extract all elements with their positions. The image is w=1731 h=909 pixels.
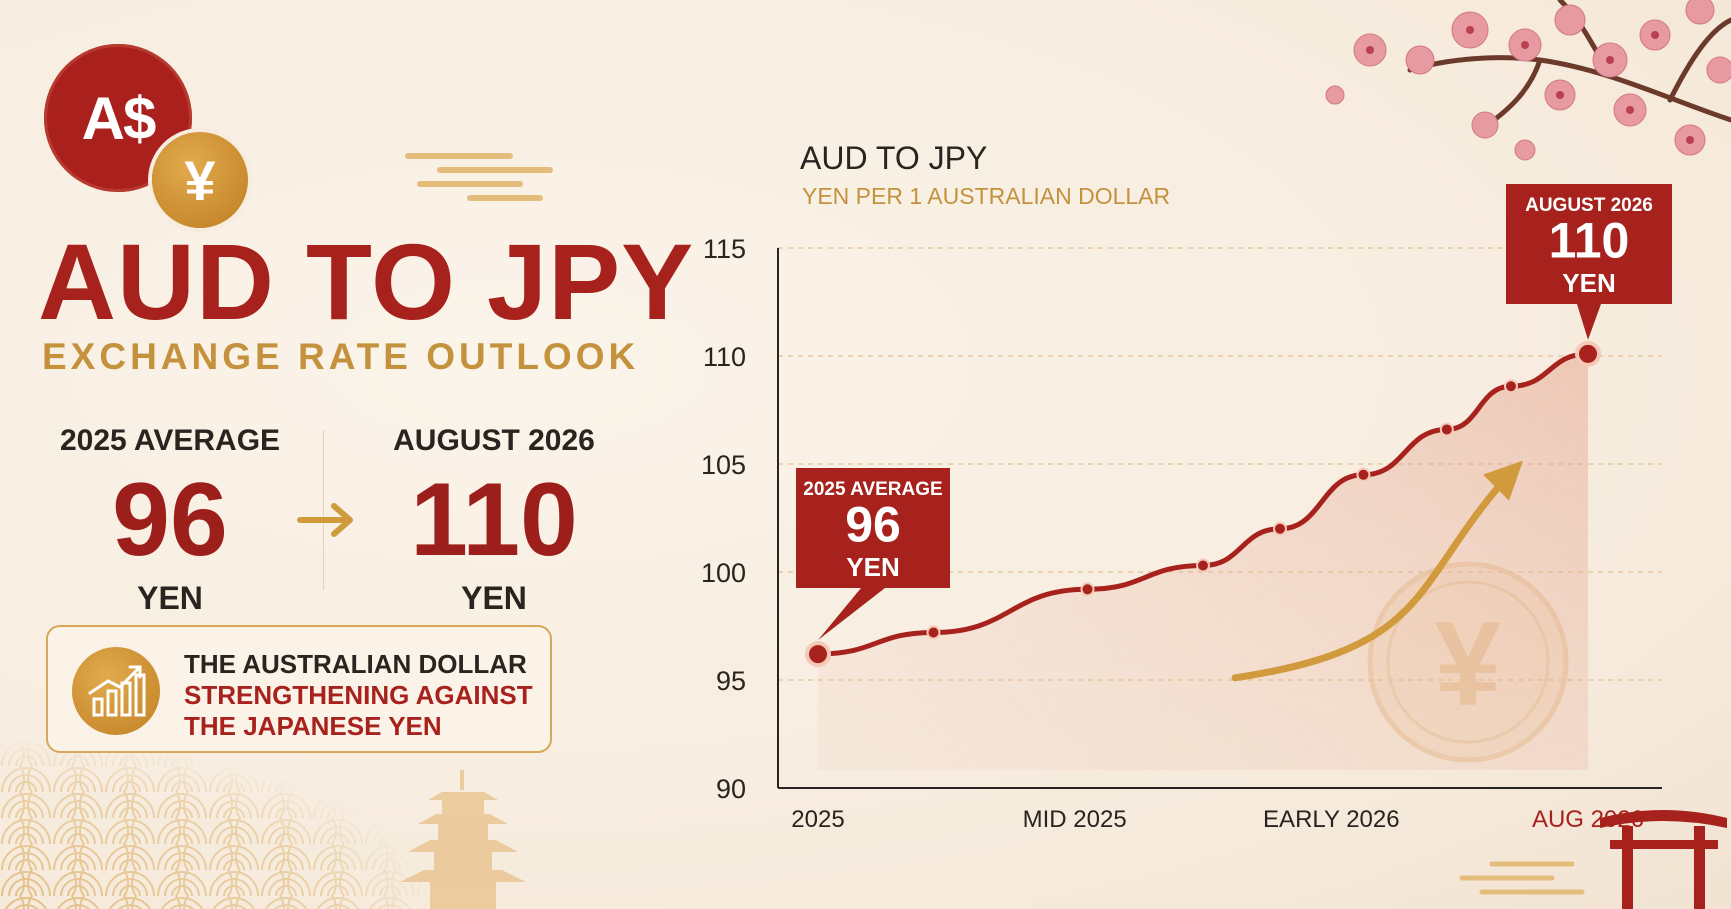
stat-to-unit: YEN xyxy=(461,580,527,616)
note-line-3: THE JAPANESE YEN xyxy=(184,711,442,741)
x-tick-label: 2025 xyxy=(791,806,844,833)
aud-coin-icon: A$ xyxy=(44,44,192,192)
data-point xyxy=(1080,582,1095,597)
stat-from-unit: YEN xyxy=(137,580,203,616)
series-line-path xyxy=(815,351,1591,657)
trend-arrow-head-icon xyxy=(1483,460,1523,501)
callout-start-label: 2025 AVERAGE xyxy=(803,479,942,500)
stat-from-label: 2025 AVERAGE xyxy=(59,424,281,457)
growth-chart-icon xyxy=(72,647,160,735)
x-tick-label: AUG 2026 xyxy=(1532,806,1644,833)
page-subtitle: EXCHANGE RATE OUTLOOK xyxy=(42,336,640,377)
y-tick-label: 100 xyxy=(701,558,746,588)
series-points xyxy=(805,340,1601,668)
x-tick-label: EARLY 2026 xyxy=(1263,806,1400,833)
wave-pattern-decoration xyxy=(0,740,440,909)
cherry-blossom-decoration xyxy=(1325,0,1731,161)
callout-end-value: 110 xyxy=(1549,213,1630,269)
chart-area-fill xyxy=(818,353,1588,770)
x-tick-label: MID 2025 xyxy=(1023,806,1127,833)
data-point xyxy=(1504,379,1518,394)
series-line xyxy=(815,351,1591,657)
data-point xyxy=(1356,467,1371,482)
callout-end-unit: YEN xyxy=(1562,268,1615,298)
y-axis-tick-labels: 115 110 105 100 95 90 xyxy=(701,234,746,804)
trend-note-box: THE AUSTRALIAN DOLLAR STRENGTHENING AGAI… xyxy=(46,625,552,753)
data-point xyxy=(1575,340,1601,367)
stat-to-label: AUGUST 2026 xyxy=(393,424,595,457)
chart-axes xyxy=(777,248,1662,789)
yen-coin-icon: ¥ xyxy=(152,132,248,228)
stat-to: AUGUST 2026 110 YEN xyxy=(374,424,614,617)
y-tick-label: 95 xyxy=(716,666,746,696)
data-point xyxy=(1196,558,1210,573)
note-line-2: STRENGTHENING AGAINST xyxy=(184,680,533,710)
y-tick-label: 110 xyxy=(703,342,746,372)
stat-from-value: 96 xyxy=(112,462,228,578)
y-tick-label: 105 xyxy=(701,450,746,480)
y-tick-label: 90 xyxy=(716,774,746,804)
y-tick-label: 115 xyxy=(703,234,746,264)
yen-badge-text: ¥ xyxy=(184,148,216,212)
stat-divider xyxy=(323,430,324,590)
pagoda-icon xyxy=(400,770,526,909)
x-axis-tick-labels: 2025 MID 2025 EARLY 2026 AUG 2026 xyxy=(791,806,1644,833)
callout-end-label: AUGUST 2026 xyxy=(1525,195,1653,216)
torii-gate-icon xyxy=(1600,810,1727,909)
callout-start-bubble xyxy=(796,468,950,641)
stat-from: 2025 AVERAGE 96 YEN xyxy=(50,424,290,617)
trend-arrow-icon xyxy=(1231,469,1515,682)
data-point xyxy=(926,625,941,640)
chart-subtitle: YEN PER 1 AUSTRALIAN DOLLAR xyxy=(802,183,1171,209)
cloud-decoration xyxy=(405,153,553,201)
callout-end-bubble xyxy=(1506,184,1672,340)
callout-start-unit: YEN xyxy=(846,552,899,582)
cloud-decoration-2 xyxy=(1459,861,1585,895)
arrow-right-icon xyxy=(297,503,353,537)
data-point xyxy=(1273,521,1287,536)
callout-start-value: 96 xyxy=(845,497,901,553)
data-point xyxy=(1439,422,1454,437)
data-point xyxy=(805,641,831,668)
page-title: AUD TO JPY xyxy=(38,221,695,342)
stat-to-value: 110 xyxy=(410,462,578,578)
note-line-1: THE AUSTRALIAN DOLLAR xyxy=(184,649,527,679)
area-fill xyxy=(818,353,1588,770)
chart-title: AUD TO JPY xyxy=(800,140,988,176)
aud-badge-text: A$ xyxy=(81,84,157,152)
